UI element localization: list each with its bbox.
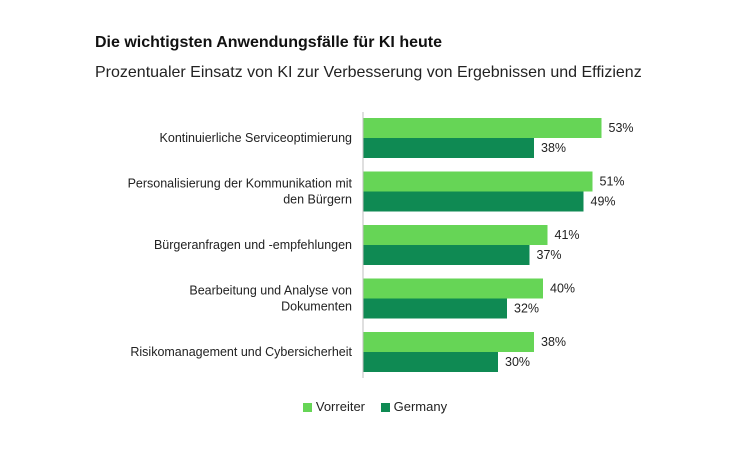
chart-subtitle: Prozentualer Einsatz von KI zur Verbesse…: [95, 64, 642, 81]
legend-label-vorreiter: Vorreiter: [315, 399, 366, 414]
bar-vorreiter-5: [363, 332, 534, 352]
bar-vorreiter-4: [363, 278, 543, 299]
category-label-2: Personalisierung der Kommunikation mit de…: [128, 177, 353, 207]
value-label-germany-4: 32%: [514, 302, 539, 316]
bar-germany-3: [363, 245, 530, 265]
legend-swatch-vorreiter: [302, 403, 312, 413]
legend-item-germany: Germany: [380, 399, 448, 414]
value-label-vorreiter-4: 40%: [550, 282, 575, 296]
legend-swatch-germany: [380, 403, 390, 413]
category-label-3: Bürgeranfragen und -empfehlungen: [154, 238, 352, 252]
category-label-5: Risikomanagement und Cybersicherheit: [130, 345, 352, 359]
bar-germany-2: [363, 191, 584, 212]
value-label-germany-3: 37%: [537, 248, 562, 262]
bar-vorreiter-1: [363, 118, 602, 138]
bar-germany-1: [363, 138, 534, 158]
value-label-germany-1: 38%: [541, 141, 566, 155]
chart-title: Die wichtigsten Anwendungsfälle für KI h…: [95, 34, 442, 51]
bar-vorreiter-2: [363, 171, 593, 192]
value-label-vorreiter-1: 53%: [609, 121, 634, 135]
bar-germany-5: [363, 352, 498, 372]
legend-item-vorreiter: Vorreiter: [302, 399, 366, 414]
category-label-4: Bearbeitung und Analyse von Dokumenten: [189, 284, 352, 314]
legend: Vorreiter Germany: [0, 399, 750, 414]
value-label-vorreiter-2: 51%: [600, 175, 625, 189]
bar-vorreiter-3: [363, 225, 548, 245]
value-label-germany-2: 49%: [591, 195, 616, 209]
legend-label-germany: Germany: [393, 399, 448, 414]
value-label-vorreiter-5: 38%: [541, 335, 566, 349]
value-label-vorreiter-3: 41%: [555, 228, 580, 242]
category-label-1: Kontinuierliche Serviceoptimierung: [160, 131, 353, 145]
bar-germany-4: [363, 298, 507, 319]
value-label-germany-5: 30%: [505, 355, 530, 369]
